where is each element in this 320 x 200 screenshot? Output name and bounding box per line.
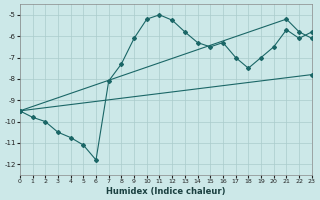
- X-axis label: Humidex (Indice chaleur): Humidex (Indice chaleur): [106, 187, 226, 196]
